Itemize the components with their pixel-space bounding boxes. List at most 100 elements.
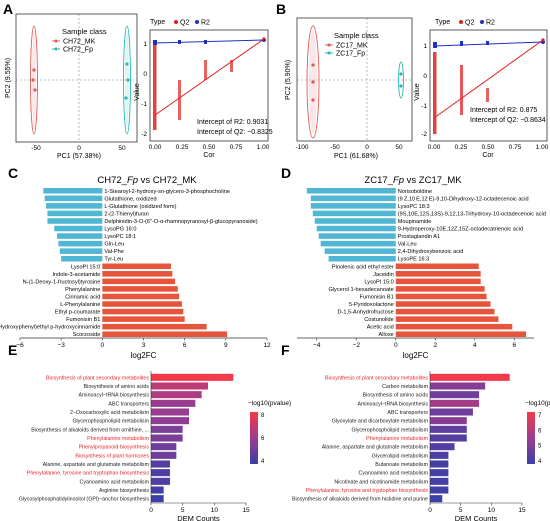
x-tick: 0.25	[176, 144, 189, 151]
x-tick: 0.00	[428, 144, 441, 151]
colorbar	[527, 412, 535, 464]
pathway-label: Butanoate metabolism	[375, 462, 428, 468]
bar-label: Costunolide	[364, 317, 394, 323]
x-tick-label: 4	[473, 342, 477, 349]
pathway-label: Aminoacyl−tRNA biosynthesis	[357, 401, 428, 407]
bar	[151, 469, 170, 477]
x-tick: 0.75	[509, 144, 522, 151]
x-tick-label: 5	[181, 507, 185, 514]
bar-label: Ethyl p-coumarate	[55, 310, 100, 316]
x-tick: 1.00	[536, 144, 549, 151]
y-tick: -1	[421, 103, 427, 110]
y-axis-label: Value	[134, 83, 141, 100]
panel-label-d: D	[281, 165, 291, 181]
bar	[316, 225, 396, 232]
bar-label: Allose	[379, 332, 394, 338]
bar-label: 9-Hydroperoxy-10E,12Z,15Z-octadecatrieno…	[398, 227, 523, 233]
x-axis-label: Cor	[482, 152, 494, 159]
bar	[430, 451, 449, 459]
bar	[395, 331, 527, 337]
bar-label: D-1,5-Anhydrofructose	[337, 310, 393, 316]
bar-label: N-(p-Hydroxyphenyl)ethyl p-hydroxycinnam…	[0, 325, 100, 331]
colorbar-tick: 6	[261, 436, 265, 442]
bar	[151, 399, 196, 407]
pathway-label: ABC transporters	[108, 401, 149, 407]
bar	[395, 263, 479, 270]
pathway-label: Carbon metabolism	[382, 384, 429, 390]
annotation-r2: Intercept of R2: 0.9031	[197, 119, 268, 126]
bar-label: LysoPC 18:3	[398, 204, 430, 210]
legend-series-fp: ZC17_Fp	[336, 51, 365, 58]
bar-label: Val-Phe	[104, 249, 124, 255]
bar	[395, 278, 481, 285]
colorbar-tick: 6	[538, 428, 542, 434]
permutation-plot-b: Type Q2 R2 Intercept of R2: 0.875 Interc…	[414, 19, 549, 159]
panel-label-a: A	[3, 1, 13, 17]
x-tick-label: 0	[101, 342, 105, 349]
bar-label: N-(1-Deoxy-1-fructosyl)tyrosine	[23, 279, 101, 285]
colorbar-tick: 5	[538, 444, 542, 450]
x-tick-label: 10	[488, 507, 496, 514]
pathway-label: Glycosylphosphatidylinositol (GPI)−ancho…	[19, 497, 150, 503]
bar-label: LysoPE 16:3	[398, 257, 430, 263]
bar	[395, 286, 485, 292]
bar	[102, 293, 180, 300]
x-tick: 50	[118, 145, 126, 152]
bar-label: Scorzoside	[73, 332, 101, 338]
pathway-label: Biosynthesis of plant hormones	[75, 453, 149, 459]
chart-title-d: ZC17_Fp vs ZC17_MK	[364, 175, 462, 186]
x-tick-label: 0	[394, 342, 398, 349]
y-axis-label: Value	[414, 83, 421, 100]
bar	[44, 195, 103, 202]
bar	[430, 391, 480, 399]
x-tick-label: 10	[211, 507, 219, 514]
bar-label: Indole-3-acetamide	[52, 272, 100, 278]
bar	[430, 469, 449, 477]
kegg-chart-e: Biosynthesis of plant secondary metaboli…	[19, 371, 291, 521]
x-axis-label: DEM Counts	[455, 514, 498, 521]
pathway-label: Glycerophospholipid metabolism	[72, 419, 149, 425]
legend-q2: Q2	[180, 20, 189, 27]
bar-label: Glycerol 1-hexadecanoate	[328, 287, 393, 293]
x-axis-label: log2FC	[131, 351, 157, 360]
x-axis-label: DEM Counts	[177, 514, 220, 521]
bar	[310, 203, 396, 209]
log2fc-chart-d: Norisoboldine(9 Z,10 E,12 E)-9,10-Dihydr…	[297, 188, 546, 360]
bar-label: Val-Leu	[398, 242, 417, 248]
bar	[151, 382, 208, 390]
pathway-label: Biosynthesis of alkaloids derived from h…	[292, 497, 428, 503]
bar	[102, 308, 184, 315]
y-axis-label: PC2 (5.90%)	[285, 60, 292, 100]
x-tick: 0.25	[455, 144, 468, 151]
bar	[314, 218, 396, 224]
pathway-label: Alanine, aspartate and glutamate metabol…	[43, 462, 150, 468]
bar	[59, 248, 103, 254]
bar-label: 5-Pyridoxolactone	[349, 302, 394, 308]
bar	[151, 495, 164, 503]
bar	[47, 218, 103, 224]
bar	[102, 263, 171, 270]
bar-label: Moupinamide	[398, 219, 432, 225]
pathway-label: Arginine biosynthesis	[99, 488, 149, 494]
panel-label-b: B	[276, 1, 286, 17]
bar	[102, 323, 207, 330]
colorbar-tick: 7	[538, 413, 542, 419]
bar	[151, 486, 164, 494]
x-tick: -100	[295, 144, 308, 151]
bar	[328, 255, 396, 262]
panel-label-f: F	[281, 342, 290, 358]
legend-r2: R2	[201, 20, 210, 27]
bar-label: Fumonisin B1	[360, 294, 394, 300]
bar	[151, 460, 170, 468]
bar-label: Phenylalanine	[65, 287, 100, 293]
x-tick: 0.50	[203, 144, 216, 151]
colorbar-title: −log10(pvalue)	[248, 400, 291, 407]
bar-label: Prostaglandin A1	[398, 234, 440, 240]
x-tick-label: 3	[142, 342, 146, 349]
x-tick-label: 9	[224, 342, 228, 349]
pathway-label: ABC transporters	[387, 410, 428, 416]
pathway-label: Phenylalanine, tyrosine and tryptophan b…	[27, 471, 150, 477]
bar	[43, 188, 103, 194]
legend-series-fp: CH72_Fp	[63, 47, 93, 54]
bar	[430, 434, 467, 442]
